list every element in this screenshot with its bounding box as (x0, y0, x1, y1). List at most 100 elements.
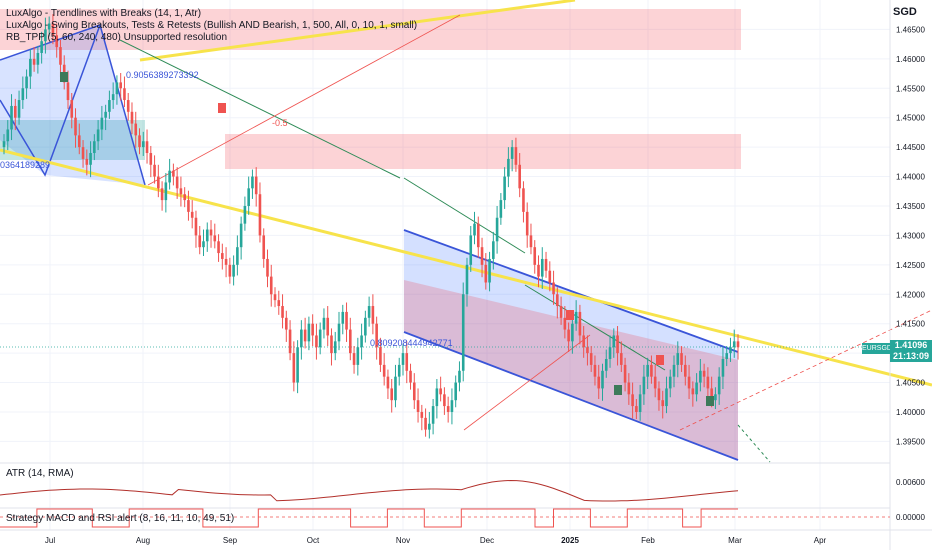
candle-down (653, 376, 657, 389)
candle-down (187, 200, 190, 212)
y-axis[interactable]: 1.46500 1.46000 1.45500 1.45000 1.44500 1.440… (896, 25, 925, 446)
candle-down (228, 264, 232, 277)
candle-up (21, 88, 25, 101)
candle-up (431, 406, 435, 424)
yellow-trendline-top (139, 0, 576, 62)
sell-marker (566, 310, 574, 320)
green-dashed-line (737, 424, 771, 463)
candle-down (175, 176, 179, 189)
candle-up (672, 364, 676, 377)
y-tick-label: 1.43500 (896, 202, 925, 211)
candle-up (714, 394, 717, 401)
candle-down (635, 406, 638, 412)
atr-axis-label: 0.00600 (896, 478, 925, 487)
candle-down (563, 317, 567, 330)
fib-label-mid: 0.809208444942771 (370, 338, 453, 348)
x-tick-label: 2025 (561, 536, 579, 545)
x-axis[interactable]: Jul Aug Sep Oct Nov Dec 2025 Feb Mar Apr (45, 536, 827, 545)
fib-label-top: 0.9056389273392 (126, 70, 199, 80)
candle-down (66, 82, 70, 101)
candle-down (292, 353, 296, 383)
candle-up (488, 258, 491, 283)
candle-up (44, 29, 47, 42)
candle-down (623, 364, 627, 383)
green-trendline-3 (524, 284, 666, 371)
candle-down (213, 235, 217, 242)
candle-up (108, 100, 111, 112)
indicator-label-2[interactable]: LuxAlgo - Swing Breakouts, Tests & Retes… (6, 20, 418, 31)
candle-up (164, 182, 168, 201)
candle-up (367, 306, 371, 318)
candle-up (47, 23, 51, 30)
candle-down (424, 417, 427, 430)
y-tick-label: 1.45500 (896, 84, 925, 93)
candle-down (266, 258, 269, 277)
candle-up (642, 376, 646, 395)
y-tick-label: 1.44500 (896, 143, 925, 152)
candle-up (499, 200, 503, 218)
candle-down (379, 347, 382, 365)
candle-up (699, 370, 702, 383)
candle-down (303, 329, 307, 342)
x-tick-label: Sep (223, 536, 238, 545)
candle-up (473, 223, 476, 236)
candle-down (172, 170, 175, 177)
buy-marker (60, 72, 68, 82)
candle-up (503, 176, 506, 201)
y-tick-label: 1.45000 (896, 114, 925, 123)
candle-down (559, 306, 563, 318)
candle-up (495, 217, 499, 242)
candle-up (341, 311, 345, 324)
candle-down (371, 306, 375, 324)
candle-down (627, 382, 631, 395)
fib-label-left: 0364189289 (0, 160, 50, 170)
candle-up (646, 364, 649, 377)
candle-down (552, 282, 555, 295)
candle-down (70, 100, 74, 118)
candle-down (687, 376, 691, 389)
y-tick-label: 1.41500 (896, 320, 925, 329)
strategy-pane-label[interactable]: Strategy MACD and RSI alert (8, 16, 11, … (6, 513, 235, 524)
price-badge: 1.41096 21:13:09 (890, 340, 932, 362)
candle-down (119, 82, 122, 89)
candle-up (100, 117, 104, 130)
candle-down (51, 23, 55, 36)
level-label: -0.5 (272, 118, 288, 128)
candle-up (360, 335, 363, 348)
candle-down (706, 376, 710, 389)
indicator-label-1[interactable]: LuxAlgo - Trendlines with Breaks (14, 1,… (6, 8, 202, 19)
x-tick-label: Dec (480, 536, 494, 545)
candle-up (318, 329, 322, 348)
candle-down (691, 388, 695, 395)
sell-marker (656, 355, 664, 365)
strategy-axis-label: 0.00000 (896, 513, 925, 522)
strategy-line (0, 508, 738, 528)
candle-up (401, 353, 405, 365)
candle-down (650, 364, 653, 377)
x-tick-label: Oct (307, 536, 320, 545)
candle-down (269, 276, 273, 295)
x-tick-label: Nov (396, 536, 410, 545)
channel-upper-line (403, 229, 739, 353)
candle-down (194, 217, 198, 236)
candle-up (337, 323, 341, 342)
candle-up (732, 341, 736, 348)
candle-down (710, 388, 713, 401)
atr-pane-label[interactable]: ATR (14, RMA) (6, 468, 74, 479)
indicator-label-3[interactable]: RB_TPP (5, 60, 240, 480) Unsupported res… (6, 32, 228, 43)
candle-down (262, 235, 266, 259)
y-tick-label: 1.40500 (896, 379, 925, 388)
candle-down (405, 353, 409, 371)
candle-up (356, 347, 360, 365)
candle-down (439, 388, 442, 395)
candle-down (386, 376, 390, 389)
candle-down (522, 188, 525, 212)
candle-down (661, 400, 665, 407)
candle-down (77, 135, 81, 148)
candle-down (537, 264, 540, 277)
candle-up (729, 347, 732, 354)
y-tick-label: 1.42000 (896, 290, 925, 299)
candle-down (281, 306, 284, 318)
candle-down (160, 188, 164, 201)
